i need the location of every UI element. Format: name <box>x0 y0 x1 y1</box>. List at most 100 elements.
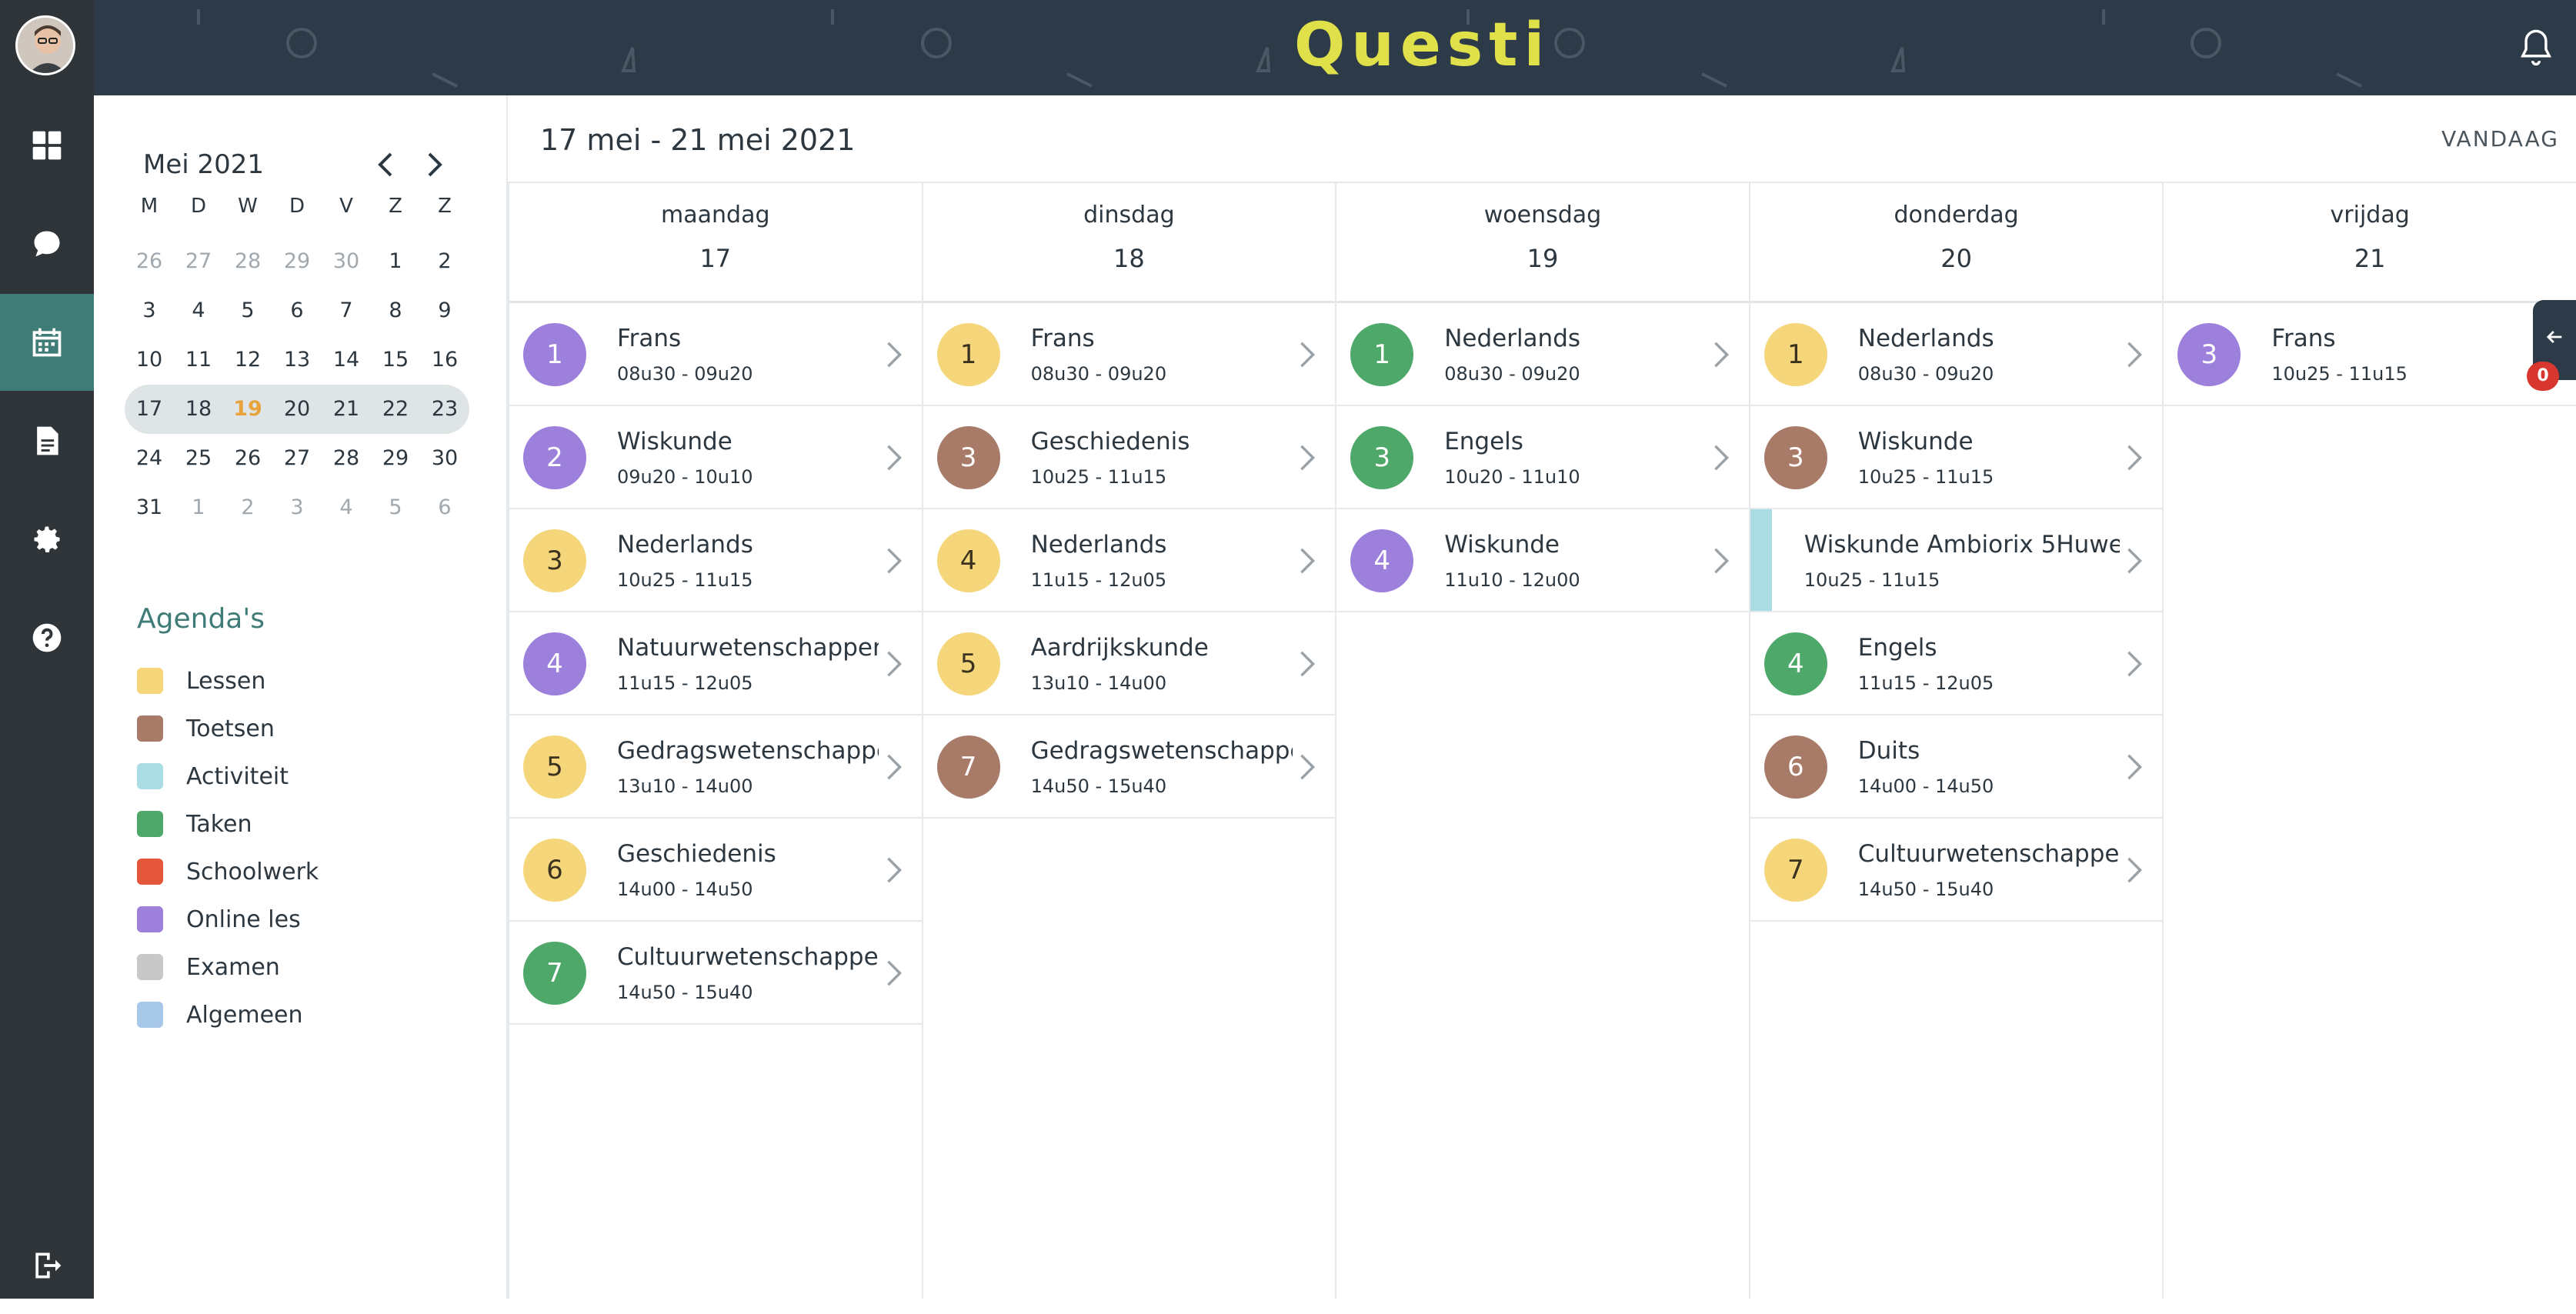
nav-logout[interactable] <box>0 1217 94 1314</box>
user-avatar[interactable] <box>15 15 75 75</box>
nav-messages[interactable] <box>0 195 94 292</box>
calendar-date[interactable]: 8 <box>389 298 402 322</box>
lesson-item[interactable]: 3 Nederlands 10u25 - 11u15 <box>509 509 922 612</box>
lesson-item[interactable]: 3 Engels 10u20 - 11u10 <box>1336 406 1749 509</box>
agenda-item[interactable]: Taken <box>137 800 319 848</box>
lesson-item[interactable]: 7 Cultuurwetenschappen 14u50 - 15u40 <box>1750 819 2163 922</box>
selected-week-row: 17 18 19 20 21 22 23 <box>125 385 469 434</box>
bell-icon[interactable] <box>2516 26 2556 69</box>
lesson-hour-badge: 6 <box>523 839 586 902</box>
calendar-date[interactable]: 11 <box>185 348 212 372</box>
lesson-item[interactable]: 1 Nederlands 08u30 - 09u20 <box>1750 303 2163 406</box>
lesson-item[interactable]: 4 Nederlands 11u15 - 12u05 <box>923 509 1336 612</box>
agenda-item[interactable]: Toetsen <box>137 705 319 752</box>
chevron-right-icon <box>886 857 902 883</box>
calendar-date[interactable]: 28 <box>234 249 262 273</box>
calendar-date[interactable]: 20 <box>283 397 311 421</box>
next-month-icon[interactable] <box>419 149 449 180</box>
lesson-item[interactable]: 3 Geschiedenis 10u25 - 11u15 <box>923 406 1336 509</box>
calendar-date[interactable]: 5 <box>241 298 255 322</box>
calendar-date[interactable]: 22 <box>382 397 409 421</box>
calendar-date[interactable]: 3 <box>142 298 156 322</box>
calendar-date[interactable]: 29 <box>283 249 311 273</box>
agenda-item[interactable]: Lessen <box>137 657 319 705</box>
lesson-item[interactable]: 2 Wiskunde 09u20 - 10u10 <box>509 406 922 509</box>
activity-item[interactable]: Wiskunde Ambiorix 5Huwea 10u25 - 11u15 <box>1750 509 2163 612</box>
agenda-item[interactable]: Examen <box>137 943 319 991</box>
calendar-date[interactable]: 17 <box>135 397 163 421</box>
calendar-date[interactable]: 28 <box>332 446 360 470</box>
calendar-date[interactable]: 23 <box>431 397 459 421</box>
calendar-date[interactable]: 18 <box>185 397 212 421</box>
day-number: 18 <box>1113 244 1145 273</box>
previous-month-icon[interactable] <box>371 149 402 180</box>
calendar-date[interactable]: 6 <box>438 495 452 519</box>
calendar-date[interactable]: 15 <box>382 348 409 372</box>
calendar-date[interactable]: 10 <box>135 348 163 372</box>
calendar-date[interactable]: 27 <box>283 446 311 470</box>
calendar-date[interactable]: 16 <box>431 348 459 372</box>
calendar-date[interactable]: 27 <box>185 249 212 273</box>
lesson-item[interactable]: 6 Duits 14u00 - 14u50 <box>1750 715 2163 819</box>
nav-dashboard[interactable] <box>0 97 94 194</box>
agenda-item[interactable]: Algemeen <box>137 991 319 1039</box>
calendar-date[interactable]: 1 <box>192 495 205 519</box>
lesson-hour-badge: 4 <box>1763 632 1827 695</box>
calendar-date[interactable]: 3 <box>290 495 304 519</box>
lesson-item[interactable]: 7 Cultuurwetenschapper 14u50 - 15u40 <box>509 922 922 1025</box>
lesson-hour-badge: 4 <box>523 632 586 695</box>
calendar-date[interactable]: 14 <box>332 348 360 372</box>
agenda-label: Algemeen <box>186 1001 303 1029</box>
agenda-item[interactable]: Activiteit <box>137 752 319 800</box>
nav-settings[interactable] <box>0 491 94 588</box>
lesson-item[interactable]: 1 Frans 08u30 - 09u20 <box>509 303 922 406</box>
day-header[interactable]: maandag 17 <box>509 183 922 303</box>
lesson-item[interactable]: 1 Nederlands 08u30 - 09u20 <box>1336 303 1749 406</box>
calendar-date[interactable]: 2 <box>241 495 255 519</box>
lesson-item[interactable]: 4 Engels 11u15 - 12u05 <box>1750 612 2163 715</box>
calendar-date[interactable]: 21 <box>332 397 360 421</box>
lesson-item[interactable]: 3 Wiskunde 10u25 - 11u15 <box>1750 406 2163 509</box>
calendar-date[interactable]: 9 <box>438 298 452 322</box>
calendar-date[interactable]: 1 <box>389 249 402 273</box>
lesson-item[interactable]: 7 Gedragswetenschappe 14u50 - 15u40 <box>923 715 1336 819</box>
calendar-date[interactable]: 5 <box>389 495 402 519</box>
lesson-item[interactable]: 4 Natuurwetenschappen 11u15 - 12u05 <box>509 612 922 715</box>
calendar-date[interactable]: 26 <box>234 446 262 470</box>
lesson-item[interactable]: 6 Geschiedenis 14u00 - 14u50 <box>509 819 922 922</box>
nav-documents[interactable] <box>0 392 94 489</box>
lesson-item[interactable]: 4 Wiskunde 11u10 - 12u00 <box>1336 509 1749 612</box>
calendar-date[interactable]: 4 <box>339 495 353 519</box>
app-logo[interactable]: Questi <box>1294 11 1551 80</box>
side-panel: Mei 2021 M D W D V Z Z 26 27 28 29 30 1 2 3 4 5 6 7 8 9 10 11 1… <box>94 95 508 1299</box>
calendar-date[interactable]: 13 <box>283 348 311 372</box>
calendar-date[interactable]: 29 <box>382 446 409 470</box>
agenda-item[interactable]: Online les <box>137 895 319 943</box>
lesson-item[interactable]: 3 Frans 10u25 - 11u15 <box>2164 303 2576 406</box>
lesson-hour-badge: 5 <box>523 735 586 799</box>
calendar-date[interactable]: 26 <box>135 249 163 273</box>
calendar-date[interactable]: 2 <box>438 249 452 273</box>
calendar-date[interactable]: 4 <box>192 298 205 322</box>
today-date[interactable]: 19 <box>233 397 262 421</box>
day-header[interactable]: dinsdag 18 <box>923 183 1336 303</box>
day-header[interactable]: woensdag 19 <box>1336 183 1749 303</box>
day-header[interactable]: donderdag 20 <box>1750 183 2163 303</box>
calendar-date[interactable]: 12 <box>234 348 262 372</box>
lesson-item[interactable]: 5 Gedragswetenschappe 13u10 - 14u00 <box>509 715 922 819</box>
today-button[interactable]: VANDAAG <box>2441 126 2559 152</box>
nav-help[interactable] <box>0 589 94 686</box>
agenda-item[interactable]: Schoolwerk <box>137 848 319 895</box>
calendar-date[interactable]: 6 <box>290 298 304 322</box>
lesson-item[interactable]: 5 Aardrijkskunde 13u10 - 14u00 <box>923 612 1336 715</box>
calendar-date[interactable]: 25 <box>185 446 212 470</box>
nav-calendar[interactable] <box>0 294 94 391</box>
calendar-date[interactable]: 30 <box>431 446 459 470</box>
calendar-date[interactable]: 24 <box>135 446 163 470</box>
calendar-date[interactable]: 31 <box>135 495 163 519</box>
calendar-date[interactable]: 7 <box>339 298 353 322</box>
lesson-item[interactable]: 1 Frans 08u30 - 09u20 <box>923 303 1336 406</box>
day-header[interactable]: vrijdag 21 <box>2164 183 2576 303</box>
calendar-date[interactable]: 30 <box>332 249 360 273</box>
agenda-label: Toetsen <box>186 715 275 742</box>
